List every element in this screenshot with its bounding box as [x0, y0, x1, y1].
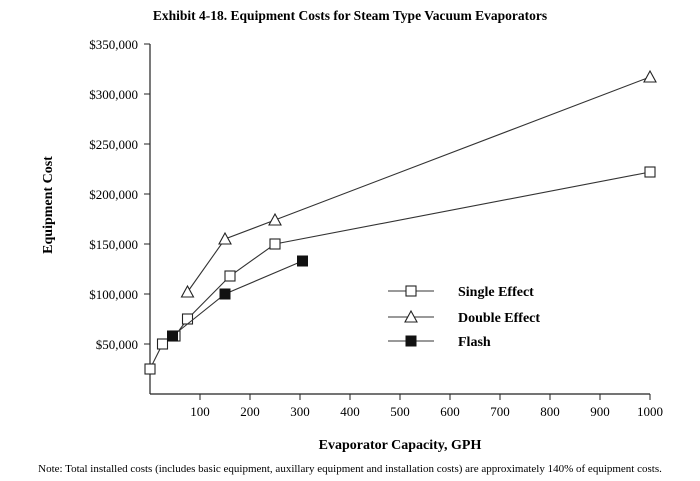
- x-tick-label: 500: [390, 404, 410, 419]
- y-ticks: $50,000 $100,000 $150,000 $200,000 $250,000 $…: [89, 37, 150, 352]
- series-line: [172, 260, 303, 337]
- legend: Single Effect Double Effect Flash: [388, 285, 540, 350]
- data-point: [156, 338, 169, 350]
- y-tick-label: $350,000: [89, 37, 138, 52]
- legend-label: Single Effect: [458, 285, 534, 300]
- legend-marker: [405, 285, 417, 297]
- legend-marker: [404, 309, 418, 323]
- y-tick-label: $150,000: [89, 237, 138, 252]
- y-tick-label: $250,000: [89, 137, 138, 152]
- x-ticks: 100 200 300 400 500 600 700 800 900 1000: [190, 394, 663, 419]
- y-tick-label: $200,000: [89, 187, 138, 202]
- data-point: [269, 238, 281, 250]
- legend-item: Double Effect: [388, 309, 540, 326]
- series-line: [187, 76, 651, 293]
- data-point: [218, 231, 232, 245]
- legend-marker: [405, 335, 417, 347]
- y-tick-label: $100,000: [89, 287, 138, 302]
- x-tick-label: 800: [540, 404, 560, 419]
- x-tick-label: 900: [590, 404, 610, 419]
- series-flash: [167, 255, 308, 342]
- data-point: [643, 69, 657, 83]
- x-tick-label: 1000: [637, 404, 663, 419]
- x-tick-label: 700: [490, 404, 510, 419]
- x-tick-label: 600: [440, 404, 460, 419]
- chart-title: Exhibit 4-18. Equipment Costs for Steam …: [153, 8, 547, 23]
- x-tick-label: 400: [340, 404, 360, 419]
- legend-label: Flash: [458, 335, 491, 350]
- legend-item: Flash: [388, 335, 491, 350]
- series-single-effect: [144, 166, 656, 375]
- data-point: [219, 288, 231, 300]
- data-point: [180, 284, 195, 298]
- x-tick-label: 100: [190, 404, 210, 419]
- series-double-effect: [180, 69, 657, 298]
- footnote: Note: Total installed costs (includes ba…: [38, 463, 662, 475]
- data-point: [224, 270, 236, 282]
- data-point: [297, 255, 308, 267]
- y-tick-label: $300,000: [89, 87, 138, 102]
- data-point: [644, 166, 656, 178]
- legend-item: Single Effect: [388, 285, 534, 300]
- x-tick-label: 300: [290, 404, 310, 419]
- data-point: [144, 363, 156, 375]
- x-axis-label: Evaporator Capacity, GPH: [319, 438, 482, 453]
- series-layer: [144, 69, 657, 375]
- data-point: [181, 313, 194, 325]
- data-point: [268, 212, 282, 226]
- x-tick-label: 200: [240, 404, 260, 419]
- data-point: [167, 330, 178, 342]
- y-axis-label: Equipment Cost: [41, 156, 56, 254]
- legend-label: Double Effect: [458, 311, 540, 326]
- y-tick-label: $50,000: [96, 337, 138, 352]
